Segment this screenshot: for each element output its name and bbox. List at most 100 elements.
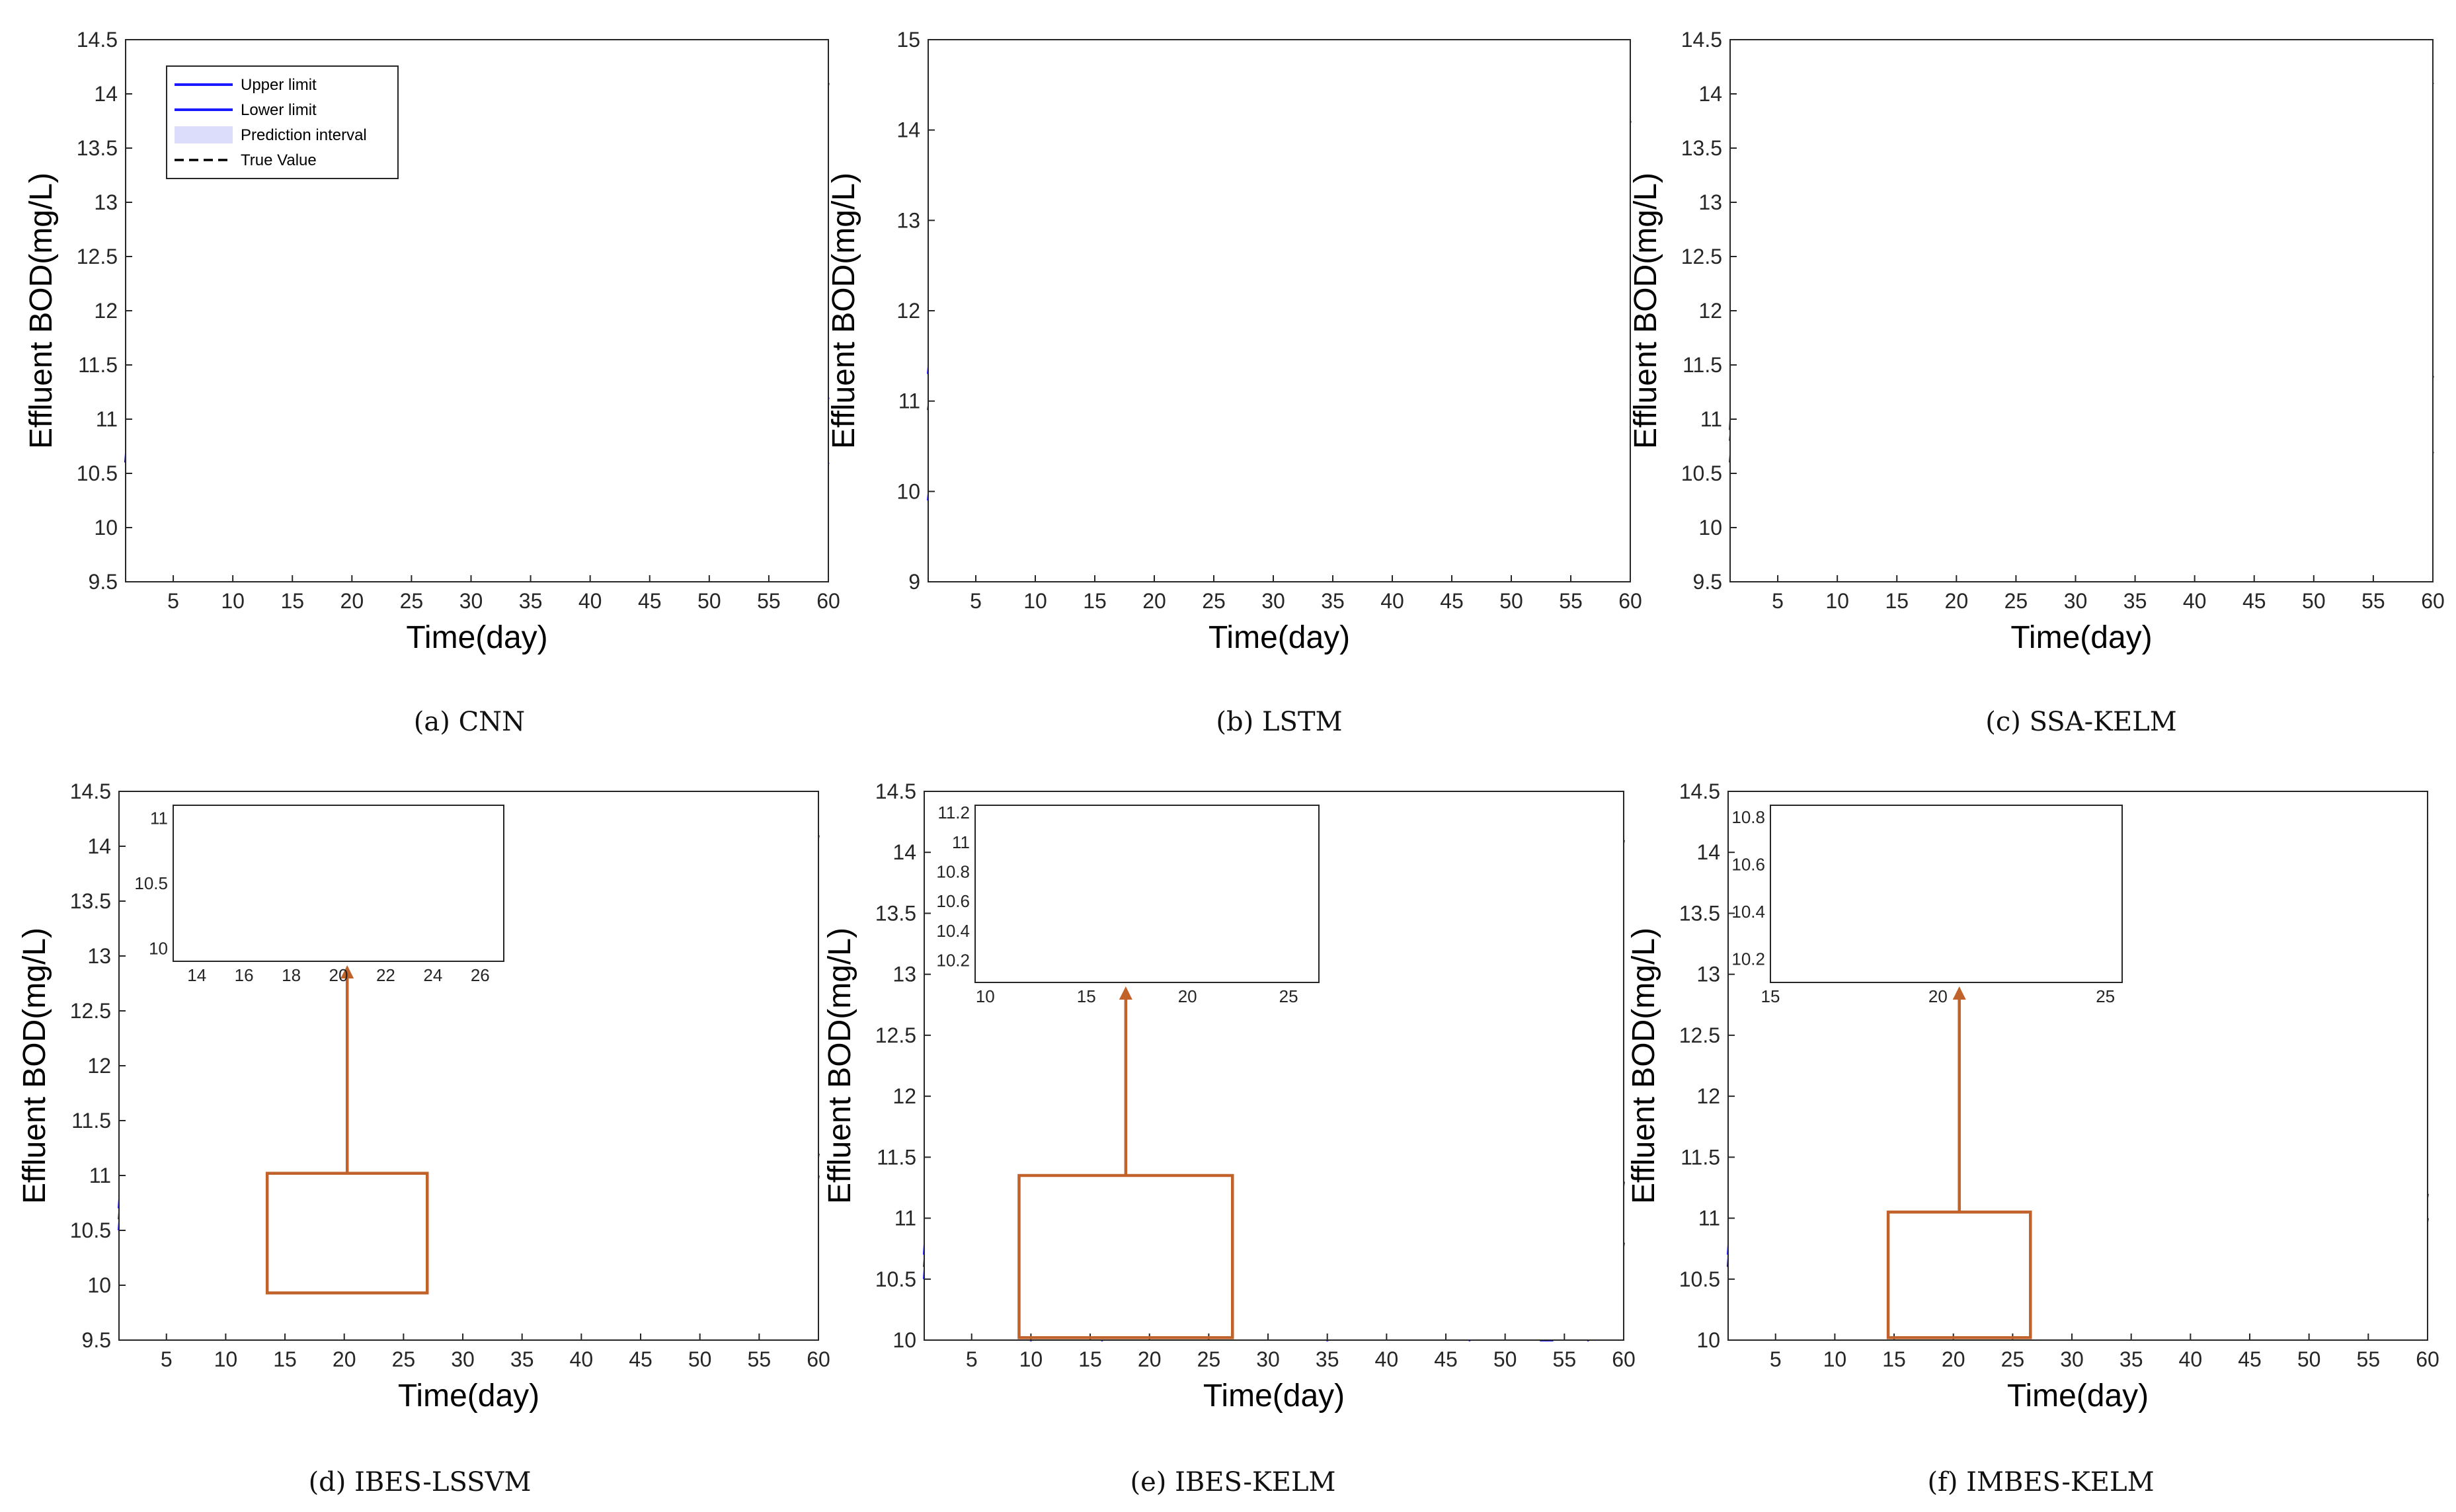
x-tick-label: 40 — [1375, 1347, 1399, 1371]
y-tick-label: 10.5 — [1679, 1267, 1720, 1291]
y-tick-label: 10 — [87, 1273, 111, 1297]
y-tick-label: 11.5 — [1683, 353, 1722, 377]
legend-swatch-patch — [175, 126, 233, 143]
inset-y-tick-label: 10.8 — [936, 862, 970, 882]
x-tick-label: 60 — [2421, 589, 2445, 613]
x-tick-label: 60 — [816, 589, 840, 613]
y-tick-label: 9 — [908, 570, 920, 594]
zoom-arrow-head — [340, 965, 354, 978]
y-tick-label: 12 — [87, 1054, 111, 1078]
x-tick-label: 55 — [1553, 1347, 1577, 1371]
y-tick-label: 12.5 — [1679, 1023, 1720, 1047]
x-tick-label: 30 — [2060, 1347, 2084, 1371]
y-tick-label: 10 — [1698, 516, 1722, 539]
y-tick-label: 13 — [896, 208, 920, 232]
x-tick-label: 30 — [2064, 589, 2088, 613]
x-axis-label: Time(day) — [1203, 1378, 1345, 1413]
y-tick-label: 12 — [896, 299, 920, 323]
y-tick-label: 12 — [1696, 1084, 1720, 1108]
x-axis-label: Time(day) — [2007, 1378, 2149, 1413]
legend-label-true: True Value — [241, 151, 317, 169]
x-tick-label: 35 — [1321, 589, 1345, 613]
x-axis-label: Time(day) — [2010, 620, 2152, 655]
y-tick-label: 11 — [89, 1164, 111, 1187]
x-tick-label: 60 — [2416, 1347, 2439, 1371]
x-tick-label: 25 — [2001, 1347, 2025, 1371]
y-axis-label: Effluent BOD(mg/L) — [822, 928, 857, 1204]
x-tick-label: 55 — [757, 589, 781, 613]
inset-x-tick-label: 20 — [329, 965, 348, 985]
y-tick-label: 12.5 — [875, 1023, 916, 1047]
inset-frame — [974, 805, 1320, 983]
subfigure-caption: (b) LSTM — [1216, 707, 1342, 737]
y-tick-label: 13.5 — [70, 889, 111, 913]
x-tick-label: 50 — [697, 589, 721, 613]
inset-y-tick-label: 10 — [149, 938, 168, 958]
inset-y-tick-label: 10.2 — [1731, 949, 1765, 969]
x-tick-label: 20 — [1142, 589, 1166, 613]
chart-panel-6: 5 10 15 20 25 30 35 40 45 50 55 60 10 10.5 11 11.5 12 12.… — [1626, 779, 2439, 1497]
y-tick-label: 10 — [94, 516, 118, 539]
inset-plot: 15 20 25 10.2 10.4 10.6 10.8 — [1731, 805, 2123, 1006]
subfigure-caption: (e) IBES-KELM — [1130, 1467, 1336, 1497]
subfigure-caption: (f) IMBES-KELM — [1927, 1467, 2154, 1497]
x-tick-label: 50 — [1499, 589, 1523, 613]
y-tick-label: 11 — [96, 407, 118, 431]
x-axis-label: Time(day) — [398, 1378, 539, 1413]
x-tick-label: 5 — [966, 1347, 978, 1371]
x-tick-label: 20 — [1138, 1347, 1162, 1371]
inset-x-tick-label: 15 — [1077, 986, 1096, 1006]
x-tick-label: 40 — [2183, 589, 2207, 613]
x-tick-label: 45 — [629, 1347, 653, 1371]
x-tick-label: 10 — [1023, 589, 1047, 613]
x-tick-label: 35 — [510, 1347, 534, 1371]
y-tick-label: 11 — [894, 1207, 916, 1230]
y-tick-label: 13.5 — [875, 901, 916, 925]
inset-y-tick-label: 11 — [150, 809, 168, 828]
inset-y-tick-label: 10.5 — [134, 873, 168, 893]
y-tick-label: 12.5 — [70, 999, 111, 1023]
y-tick-label: 13.5 — [1679, 901, 1720, 925]
x-tick-label: 30 — [1261, 589, 1285, 613]
y-tick-label: 13 — [1696, 963, 1720, 986]
inset-x-tick-label: 24 — [423, 965, 442, 985]
x-tick-label: 40 — [578, 589, 602, 613]
x-tick-label: 55 — [1559, 589, 1583, 613]
x-tick-label: 25 — [392, 1347, 416, 1371]
y-tick-label: 14 — [892, 840, 916, 864]
x-tick-label: 10 — [1823, 1347, 1847, 1371]
inset-y-tick-label: 10.8 — [1731, 807, 1765, 827]
y-tick-label: 11 — [898, 389, 920, 413]
y-tick-label: 11.5 — [71, 1109, 111, 1133]
y-tick-label: 12 — [1698, 299, 1722, 323]
x-tick-label: 40 — [570, 1347, 594, 1371]
x-tick-label: 10 — [214, 1347, 238, 1371]
y-tick-label: 12.5 — [1681, 245, 1722, 268]
x-tick-label: 45 — [638, 589, 662, 613]
y-tick-label: 9.5 — [89, 570, 118, 594]
x-tick-label: 25 — [400, 589, 424, 613]
y-tick-label: 12 — [94, 299, 118, 323]
y-tick-label: 12 — [892, 1084, 916, 1108]
legend-label-interval: Prediction interval — [241, 126, 367, 144]
x-tick-label: 45 — [2238, 1347, 2262, 1371]
y-tick-label: 12.5 — [77, 245, 118, 268]
inset-y-tick-label: 11 — [952, 832, 970, 852]
x-tick-label: 35 — [519, 589, 543, 613]
x-tick-label: 15 — [1083, 589, 1107, 613]
x-tick-label: 60 — [807, 1347, 830, 1371]
legend-label-upper: Upper limit — [241, 76, 317, 94]
y-tick-label: 13.5 — [77, 136, 118, 160]
inset-y-tick-label: 10.2 — [936, 951, 970, 971]
y-tick-label: 13 — [1698, 190, 1722, 214]
chart-panel-5: 5 10 15 20 25 30 35 40 45 50 55 60 10 10.5 11 11.5 12 12.… — [822, 779, 1636, 1497]
y-axis-label: Effluent BOD(mg/L) — [17, 928, 52, 1204]
inset-x-tick-label: 10 — [976, 986, 995, 1006]
y-axis-label: Effluent BOD(mg/L) — [24, 173, 59, 449]
y-axis-label: Effluent BOD(mg/L) — [1626, 928, 1661, 1204]
x-tick-label: 15 — [1882, 1347, 1906, 1371]
x-tick-label: 5 — [970, 589, 982, 613]
y-tick-label: 10.5 — [77, 461, 118, 485]
x-tick-label: 50 — [2302, 589, 2326, 613]
